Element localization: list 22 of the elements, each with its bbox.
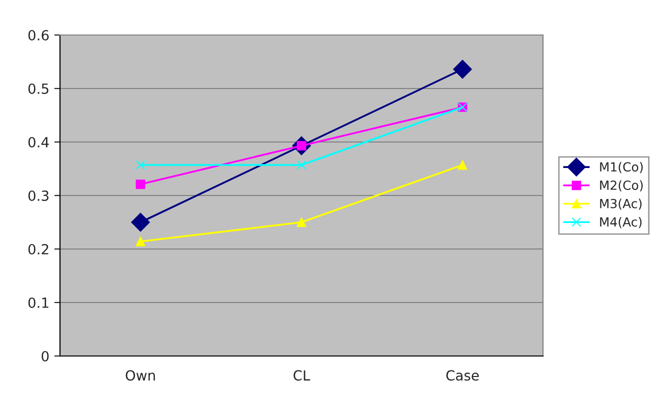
point [136, 180, 146, 189]
legend-label: M1(Co) [600, 162, 643, 174]
legend-label: M3(Ac) [600, 198, 642, 210]
y-tick-label: 0.5 [28, 83, 48, 94]
y-tick-label: 0.4 [28, 136, 49, 148]
y-tick-label: 0 [42, 350, 49, 362]
legend-label: M2(Co) [600, 180, 643, 192]
point [136, 160, 146, 170]
y-tick-label: 0.3 [28, 190, 48, 201]
point [131, 212, 150, 232]
x-tick-label: CL [294, 370, 310, 381]
y-tick-label: 0.6 [28, 30, 49, 40]
y-tick-label: 0.2 [28, 244, 48, 254]
x-tick-label: Case [446, 370, 479, 381]
point [296, 160, 306, 170]
point [458, 160, 468, 170]
point [136, 236, 146, 246]
x-tick-label: Own [126, 370, 155, 381]
y-tick-label: 0.1 [28, 297, 48, 308]
point [453, 60, 472, 79]
point [296, 218, 306, 227]
legend-label: M4(Ac) [600, 216, 642, 228]
